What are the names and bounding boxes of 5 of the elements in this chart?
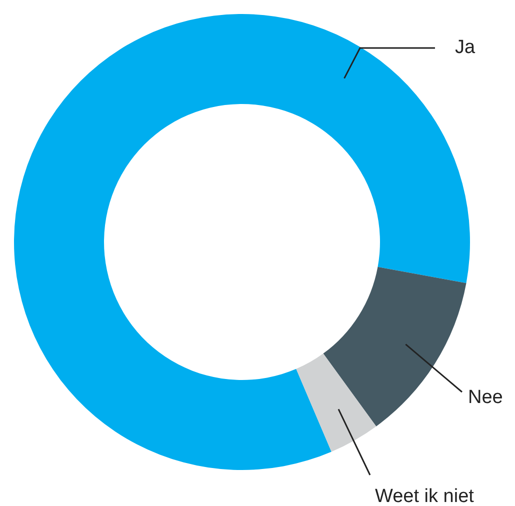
slice-label: Ja <box>455 37 476 58</box>
donut-slice <box>323 266 466 426</box>
slice-label: Weet ik niet <box>375 486 475 506</box>
donut-slice <box>296 354 376 452</box>
slice-label: Nee <box>468 387 503 408</box>
